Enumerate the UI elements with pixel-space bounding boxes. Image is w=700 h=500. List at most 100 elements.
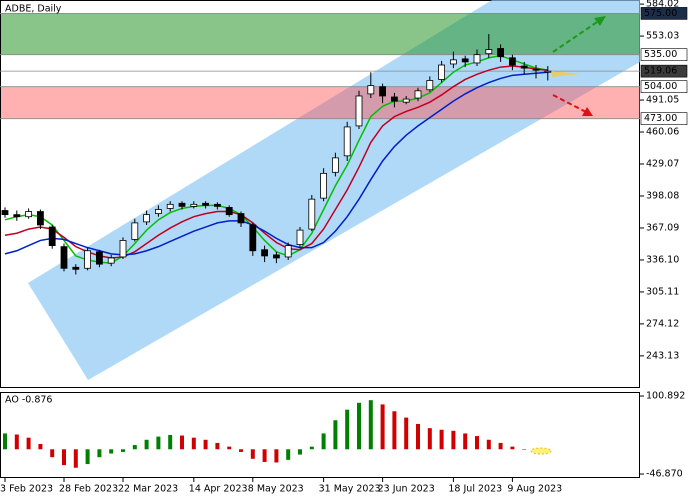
candle-body (272, 254, 280, 259)
ao-bar (274, 449, 279, 463)
ao-bar (345, 409, 350, 450)
ao-bar (191, 437, 196, 450)
ao-bar (203, 439, 208, 450)
x-tick-label: 8 May 2023 (248, 484, 304, 495)
ao-bar (73, 449, 78, 468)
candle-body (331, 157, 339, 173)
candle-body (154, 209, 162, 215)
candle-body (202, 202, 210, 206)
ao-bar (262, 449, 267, 462)
ao-bar (168, 435, 173, 450)
x-tick-label: 31 May 2023 (319, 484, 381, 495)
ao-panel (0, 392, 640, 478)
level-label-box (640, 112, 688, 125)
price-zone (1, 86, 640, 119)
candle-body (497, 48, 505, 58)
ao-bar (298, 449, 302, 455)
candle-body (237, 213, 245, 224)
ao-bar (357, 402, 361, 450)
ao-bar (180, 435, 184, 450)
candle-body (131, 222, 139, 240)
ao-bar (121, 449, 125, 452)
ao-title: AO -0.876 (5, 395, 52, 406)
ao-bar (451, 430, 456, 450)
down-arrow-head (582, 107, 593, 116)
candle-body (343, 126, 351, 157)
moving-average (4, 71, 548, 256)
ao-bar (14, 434, 19, 450)
ao-bar (522, 449, 527, 450)
x-tick-label: 28 Feb 2023 (59, 484, 118, 495)
level-label: 473.00 (644, 113, 677, 124)
level-label-box (640, 80, 688, 93)
ao-bar (26, 437, 31, 450)
candle-body (143, 214, 151, 223)
candle-body (284, 245, 292, 258)
x-tick-label: 9 Aug 2023 (507, 484, 562, 495)
up-arrow (552, 19, 601, 53)
ao-bar (286, 449, 291, 460)
ao-bar (215, 442, 220, 450)
candle-body (25, 211, 33, 218)
candle-body (461, 58, 469, 63)
up-arrow-head (594, 16, 606, 26)
ao-bar (392, 411, 397, 450)
ao-bar (404, 417, 409, 450)
candle-body (414, 90, 422, 99)
candle-body (296, 229, 304, 245)
candle-body (508, 57, 516, 66)
ao-bar (250, 449, 255, 459)
level-label-box (640, 7, 688, 20)
ao-bar (109, 449, 114, 454)
ao-bar (50, 449, 55, 458)
x-tick-label: 3 Feb 2023 (0, 484, 53, 495)
candle-body (48, 226, 56, 246)
x-tick-label: 22 Mar 2023 (118, 484, 178, 495)
ao-bar (333, 420, 338, 450)
level-label: 575.00 (644, 8, 677, 19)
chart-title: ADBE, Daily (5, 4, 62, 15)
y-tick-label: -46.870 (646, 469, 683, 480)
level-label-box (640, 48, 688, 61)
x-tick-label: 23 Jun 2023 (378, 484, 435, 495)
y-tick-label: 491.05 (646, 95, 679, 106)
candle-body (532, 68, 540, 71)
ao-bar (85, 449, 90, 465)
y-tick-label: 305.11 (646, 286, 679, 297)
ao-bar (309, 446, 314, 450)
ao-bar (498, 442, 503, 450)
candle-body (72, 266, 80, 270)
y-tick-label: 336.10 (646, 254, 679, 265)
candle-body (60, 246, 68, 269)
ao-bar (239, 449, 243, 452)
ao-bar (439, 429, 444, 450)
candle-body (119, 240, 127, 258)
ao-bar (380, 404, 385, 450)
moving-average (4, 54, 548, 264)
y-tick-label: 274.12 (646, 318, 679, 329)
y-tick-label: 367.09 (646, 222, 679, 233)
ao-bar (510, 446, 515, 450)
candle-body (367, 85, 375, 95)
y-tick-label: 398.08 (646, 190, 679, 201)
candle-body (225, 207, 233, 216)
candle-body (520, 65, 528, 69)
ao-bar (62, 449, 66, 466)
candle-body (13, 214, 21, 218)
y-tick-label: 584.02 (646, 0, 679, 10)
ao-bar (475, 436, 479, 450)
level-label: 519.06 (644, 66, 677, 77)
price-zone (1, 13, 640, 55)
y-tick-label: 460.06 (646, 127, 679, 138)
y-tick-label: 429.07 (646, 159, 679, 170)
projection-wedge (552, 71, 580, 77)
candle-body (166, 203, 174, 209)
ao-bar (463, 433, 468, 450)
candle-body (261, 249, 269, 257)
candle-body (84, 250, 91, 269)
level-label: 504.00 (644, 81, 677, 92)
ao-bar (38, 444, 43, 450)
ao-bar (427, 428, 432, 450)
ao-bar (321, 433, 326, 450)
